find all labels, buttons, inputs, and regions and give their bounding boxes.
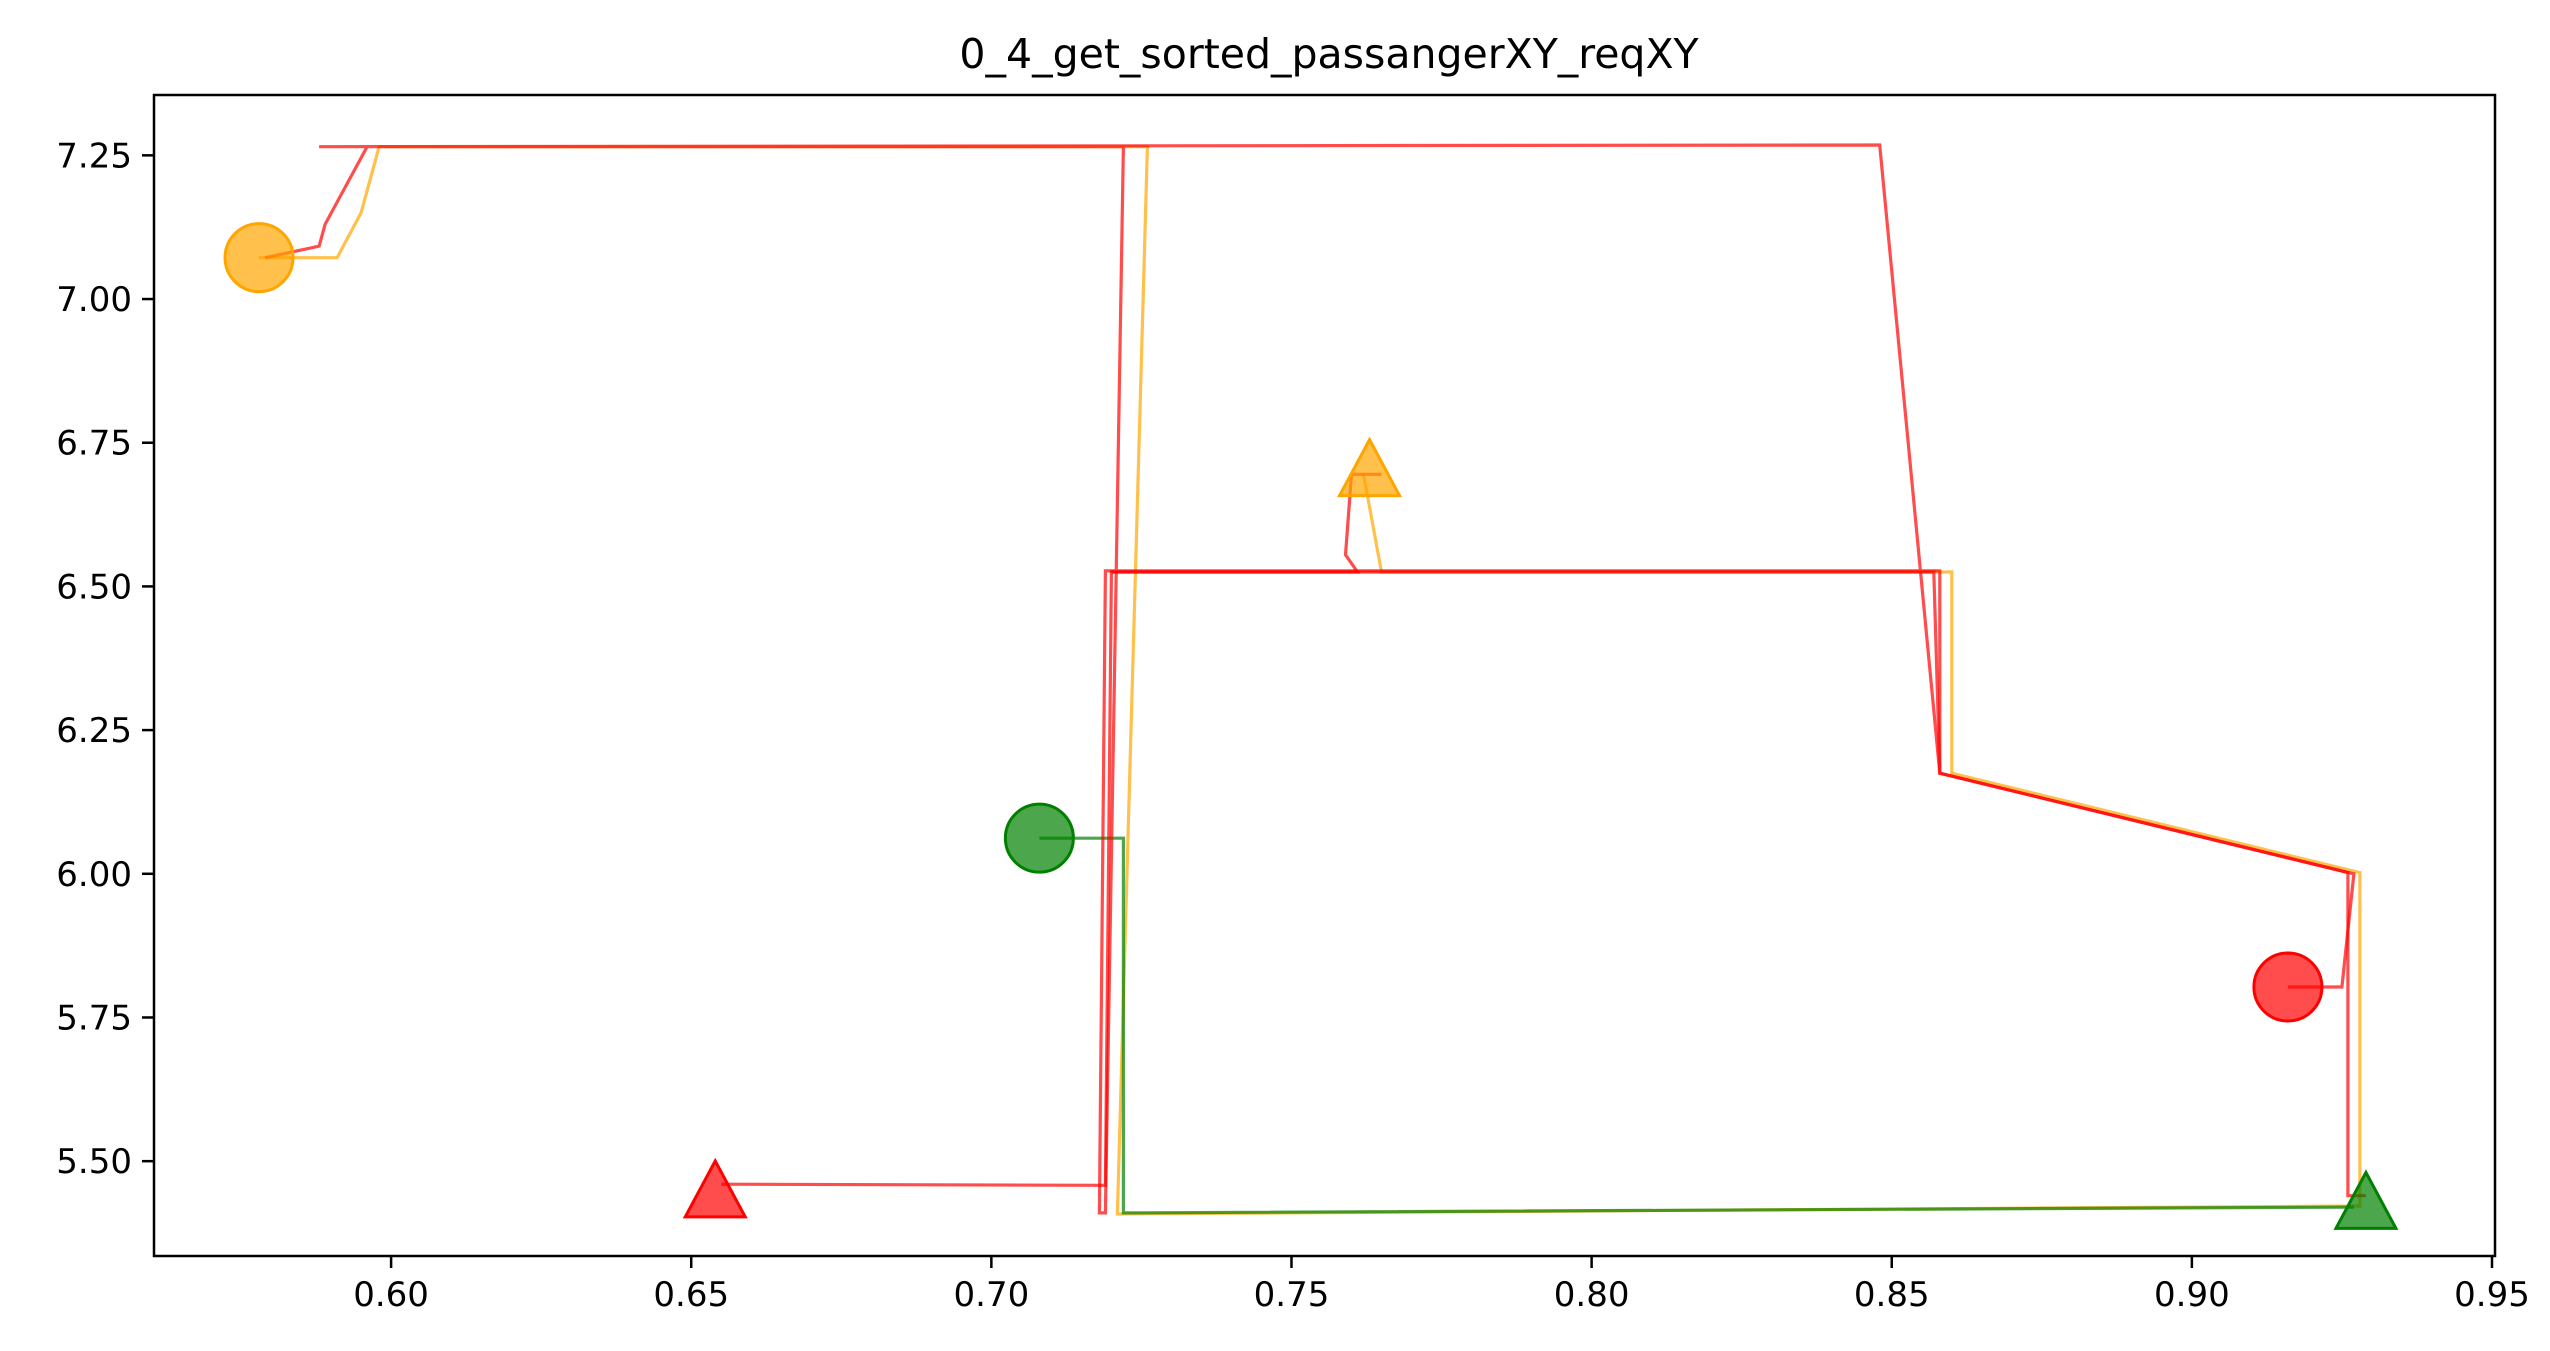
x-tick-label-0: 0.60 <box>353 1275 429 1315</box>
y-tick-label-6: 7.00 <box>56 280 132 320</box>
route-line-0 <box>259 145 2362 1216</box>
y-tick-label-3: 6.25 <box>56 711 132 751</box>
x-tick-label-6: 0.90 <box>2154 1275 2230 1315</box>
y-tick-label-0: 5.50 <box>56 1142 132 1182</box>
start-marker-2 <box>2252 951 2324 1023</box>
chart-title: 0_4_get_sorted_passangerXY_reqXY <box>959 30 1699 78</box>
plot-frame <box>152 93 2497 1258</box>
end-marker-0 <box>1337 436 1403 498</box>
x-tick-label-2: 0.70 <box>954 1275 1030 1315</box>
route-line-3 <box>721 570 2356 1187</box>
y-tick-label-5: 6.75 <box>56 424 132 464</box>
x-tick-label-5: 0.85 <box>1854 1275 1930 1315</box>
x-tick-label-7: 0.95 <box>2454 1275 2530 1315</box>
y-tick-label-7: 7.25 <box>56 136 132 176</box>
end-marker-2 <box>682 1157 748 1219</box>
route-line-4 <box>1111 472 1382 574</box>
x-tick-label-3: 0.75 <box>1254 1275 1330 1315</box>
start-marker-0 <box>223 222 295 294</box>
x-tick-label-1: 0.65 <box>653 1275 729 1315</box>
y-tick-label-4: 6.50 <box>56 567 132 607</box>
y-tick-label-1: 5.75 <box>56 998 132 1038</box>
end-marker-1 <box>2333 1169 2399 1230</box>
start-marker-1 <box>1003 802 1075 874</box>
y-tick-label-2: 6.00 <box>56 855 132 895</box>
route-line-2 <box>264 143 2366 1215</box>
x-tick-label-4: 0.80 <box>1554 1275 1630 1315</box>
route-line-1 <box>1039 836 2354 1215</box>
